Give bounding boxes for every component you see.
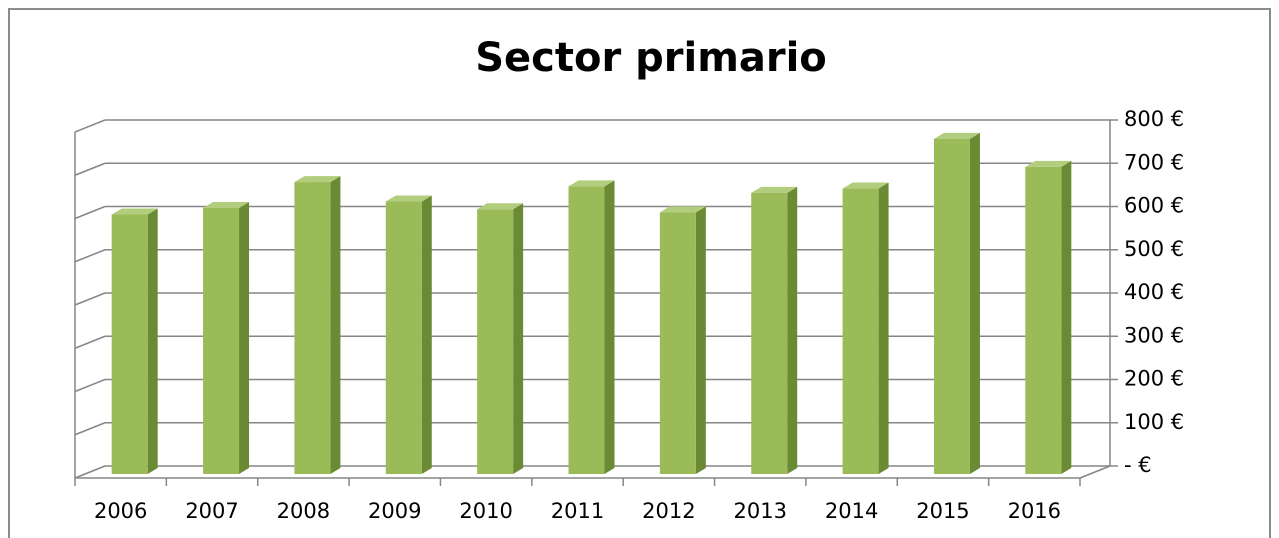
bar-side <box>969 132 980 474</box>
y-tick-label: 200 € <box>1124 367 1184 391</box>
bar-top <box>1025 160 1072 167</box>
bar <box>842 188 879 475</box>
bar <box>933 138 970 474</box>
x-tick-label: 2008 <box>277 499 330 523</box>
bar-side <box>513 203 524 474</box>
bar-top <box>203 202 250 209</box>
x-tick-label: 2009 <box>368 499 421 523</box>
x-axis-side <box>1079 465 1111 479</box>
grid-line-side <box>74 335 106 349</box>
bar-top <box>659 206 706 213</box>
grid-line-side <box>74 249 106 263</box>
x-tick-label: 2013 <box>734 499 787 523</box>
x-tick-label: 2012 <box>642 499 695 523</box>
x-tick-label: 2007 <box>185 499 238 523</box>
bar <box>659 212 696 474</box>
grid-line-side <box>74 292 106 306</box>
bar <box>568 186 605 474</box>
grid-line-side <box>74 465 106 479</box>
grid-line-side <box>74 162 106 176</box>
grid-line-side <box>74 422 106 436</box>
x-tick-label: 2010 <box>459 499 512 523</box>
y-tick-label: 600 € <box>1124 194 1184 218</box>
bar <box>294 182 331 474</box>
bar <box>477 209 514 474</box>
y-tick-label: 500 € <box>1124 237 1184 261</box>
bar <box>111 214 148 474</box>
bar-top <box>477 203 524 210</box>
y-tick-label: 700 € <box>1124 150 1184 174</box>
bar-side <box>695 206 706 474</box>
chart-title: Sector primario <box>475 35 827 81</box>
y-tick-label: - € <box>1124 453 1152 477</box>
x-tick-label: 2006 <box>94 499 147 523</box>
bar-top <box>842 182 889 189</box>
bar-side <box>787 186 798 474</box>
bar-side <box>878 182 889 475</box>
y-tick-label: 300 € <box>1124 323 1184 347</box>
bar-top <box>568 180 615 187</box>
y-tick-label: 100 € <box>1124 410 1184 434</box>
bar-side <box>330 176 341 474</box>
bar-side <box>147 208 158 474</box>
bar-top <box>933 132 980 139</box>
bar-side <box>239 202 250 474</box>
bar <box>385 201 422 474</box>
bar-side <box>604 180 615 474</box>
bar-side <box>421 195 432 474</box>
grid-line-side <box>74 378 106 393</box>
bar-top <box>751 186 798 193</box>
y-tick-label: 800 € <box>1124 107 1184 131</box>
x-tick-label: 2011 <box>551 499 604 523</box>
bar <box>203 208 240 474</box>
bar-side <box>1061 160 1072 475</box>
bar <box>1025 166 1062 475</box>
chart-frame <box>8 8 1271 538</box>
y-tick-label: 400 € <box>1124 280 1184 304</box>
bar-top <box>385 195 432 202</box>
x-tick-label: 2014 <box>825 499 878 523</box>
bar-top <box>294 176 341 183</box>
grid-line-side <box>74 205 106 220</box>
grid-line-side <box>74 119 106 133</box>
bar-top <box>111 208 158 215</box>
bar <box>751 192 788 474</box>
x-tick-label: 2016 <box>1008 499 1061 523</box>
x-tick-label: 2015 <box>916 499 969 523</box>
